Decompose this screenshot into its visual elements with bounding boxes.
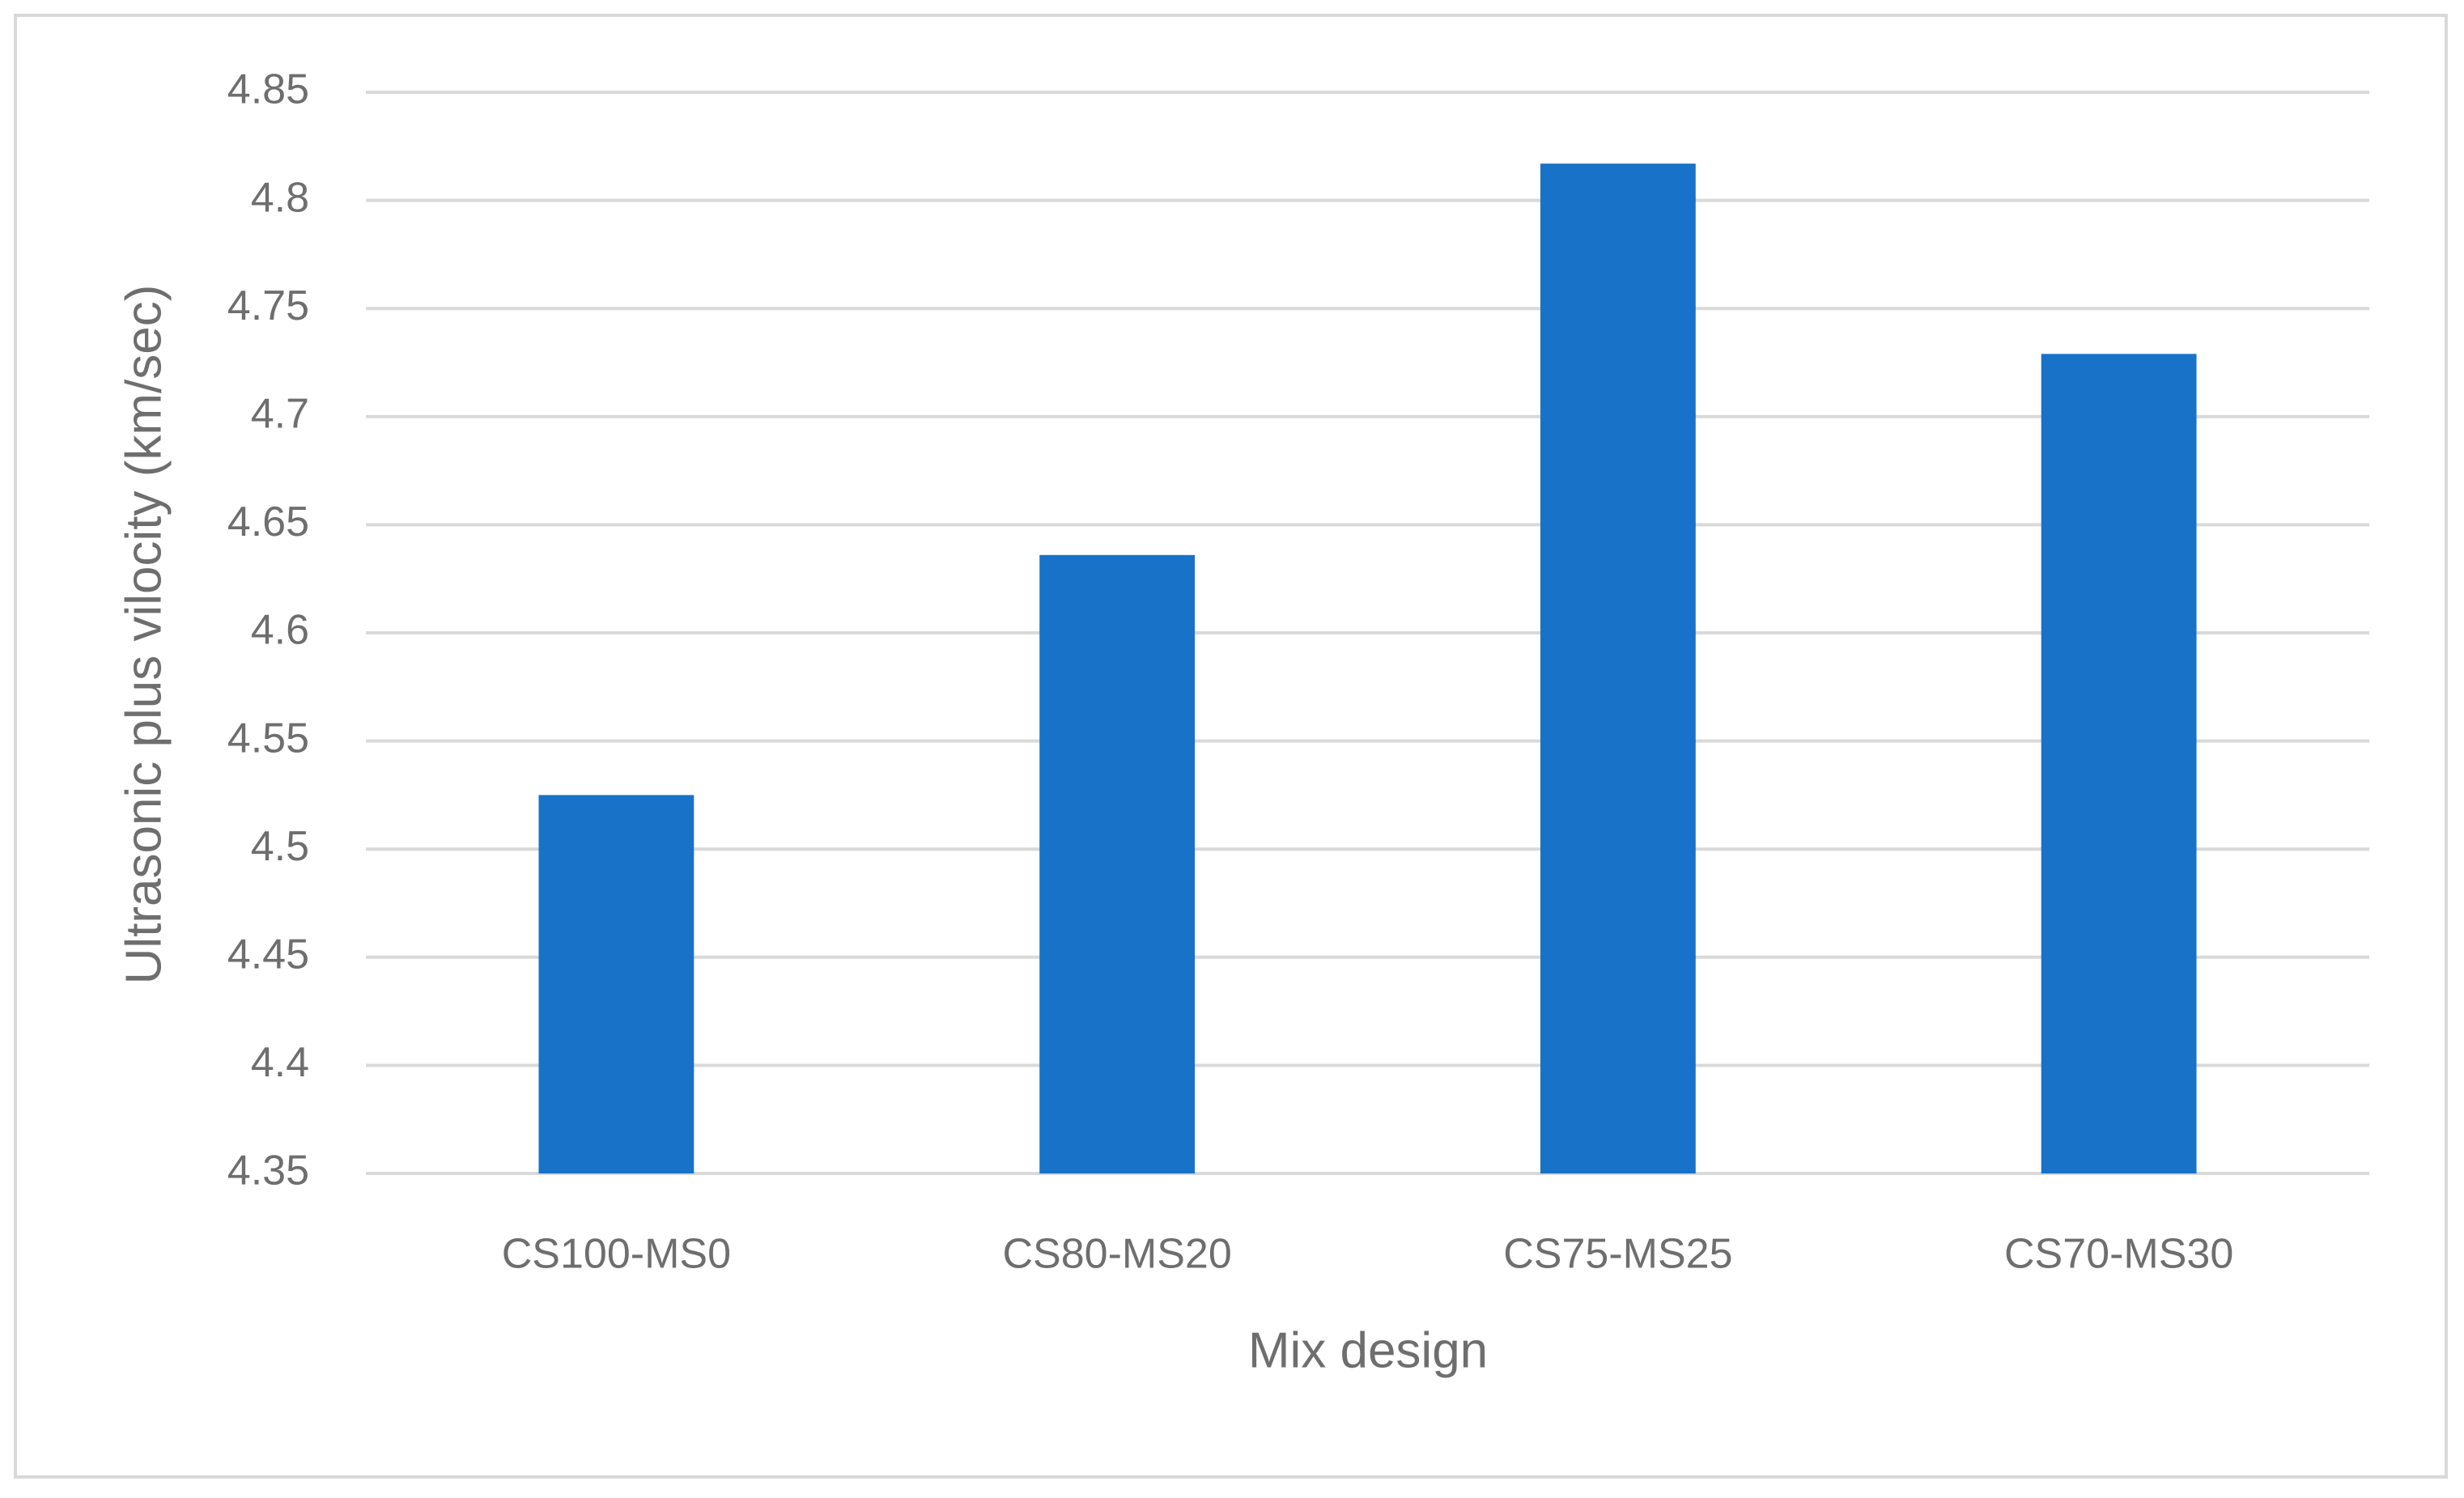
x-tick-label: CS70-MS30 <box>2004 1231 2233 1278</box>
chart-border <box>14 14 2448 1479</box>
x-tick-label: CS100-MS0 <box>502 1231 731 1278</box>
x-tick-label: CS80-MS20 <box>1003 1231 1232 1278</box>
y-tick-label: 4.8 <box>251 174 309 221</box>
y-tick-label: 4.6 <box>251 607 309 654</box>
y-axis-title: Ultrasonic plus vilocity (km/sec) <box>116 285 172 985</box>
bar <box>1540 163 1696 1173</box>
y-tick-label: 4.85 <box>227 66 309 113</box>
y-tick-label: 4.65 <box>227 499 309 545</box>
bar <box>1039 554 1196 1173</box>
y-tick-label: 4.35 <box>227 1148 309 1195</box>
bar <box>2041 354 2197 1173</box>
y-tick-label: 4.5 <box>251 823 309 870</box>
y-tick-label: 4.7 <box>251 391 309 438</box>
y-tick-label: 4.55 <box>227 715 309 762</box>
bar <box>538 795 695 1173</box>
y-tick-label: 4.4 <box>251 1039 309 1086</box>
y-tick-label: 4.45 <box>227 931 309 978</box>
x-axis-title: Mix design <box>1248 1322 1488 1378</box>
x-tick-label: CS75-MS25 <box>1503 1231 1732 1278</box>
y-tick-label: 4.75 <box>227 282 309 329</box>
